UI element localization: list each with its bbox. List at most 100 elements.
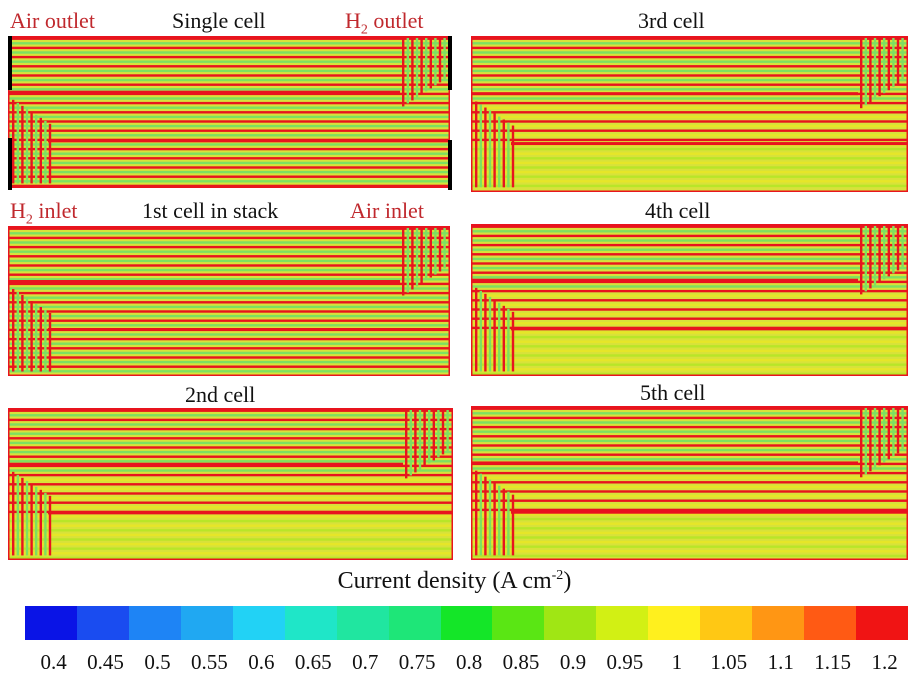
colorbar: [25, 606, 908, 640]
flow-channel: [8, 556, 453, 560]
flow-turn: [35, 304, 38, 372]
panel-title-cell2: 2nd cell: [185, 382, 256, 407]
flow-turn: [48, 495, 52, 556]
flow-channel: [471, 266, 908, 270]
flow-channel: [471, 276, 908, 279]
panel-title-cell3: 3rd cell: [638, 8, 705, 33]
flow-turn: [423, 410, 426, 467]
flow-channel: [8, 533, 453, 537]
flow-channel: [8, 333, 450, 336]
flow-turn: [44, 120, 47, 184]
flow-channel: [8, 296, 450, 299]
flow-channel: [8, 268, 450, 272]
flow-turn: [873, 226, 877, 286]
flow-turn: [479, 290, 482, 372]
flow-turn: [35, 486, 38, 556]
colorbar-tick-label: 1.15: [814, 650, 852, 674]
flow-turn: [860, 38, 863, 109]
flow-channel: [8, 157, 450, 160]
flow-channel: [8, 423, 453, 426]
flowfield-border: [471, 36, 908, 192]
flow-turn: [418, 410, 422, 470]
colorbar-tick-label: 0.65: [294, 650, 332, 674]
flow-turn: [488, 110, 492, 188]
flow-turn: [502, 305, 505, 372]
flow-turn: [434, 38, 437, 86]
flow-channel: [8, 524, 453, 527]
header-channel: [8, 462, 403, 466]
flow-channel: [8, 492, 453, 495]
flowfield-cell4: [471, 224, 908, 376]
flow-turn: [415, 38, 419, 98]
flow-channel: [471, 294, 908, 297]
flow-turn: [25, 480, 29, 556]
flow-channel: [8, 101, 450, 105]
flow-channel: [471, 60, 908, 63]
flow-channel: [8, 552, 453, 555]
flow-turn: [878, 226, 881, 283]
flow-channel: [471, 175, 908, 178]
flow-channel: [8, 282, 450, 286]
flowfield-border: [8, 408, 453, 560]
flow-channel: [8, 55, 450, 59]
flow-turn: [896, 408, 900, 454]
flow-turn: [493, 299, 496, 372]
colorbar-tick-label: 0.7: [352, 650, 379, 674]
flow-turn: [488, 479, 492, 556]
colorbar-tick-label: 1.1: [767, 650, 794, 674]
flow-turn: [475, 287, 478, 372]
flow-turn: [484, 476, 487, 556]
flow-channel: [471, 138, 908, 142]
flow-channel: [8, 97, 450, 100]
flow-turn: [21, 105, 24, 184]
flow-channel: [471, 335, 908, 339]
flow-channel: [8, 538, 453, 541]
flow-turn: [896, 38, 900, 85]
flowfield-border: [471, 406, 908, 560]
header-channel: [471, 461, 858, 465]
flow-channel: [471, 490, 908, 493]
flow-channel: [8, 473, 453, 477]
flow-channel: [471, 499, 908, 502]
flow-turn: [896, 226, 900, 271]
flow-turn: [892, 38, 895, 88]
flow-turn: [498, 485, 501, 556]
flow-channel: [471, 180, 908, 183]
flow-channel: [471, 476, 908, 479]
flow-channel: [471, 170, 908, 174]
flow-channel: [8, 83, 450, 86]
flow-turn: [405, 410, 408, 479]
flow-channel: [8, 143, 450, 146]
flow-channel: [8, 241, 450, 244]
flow-turn: [484, 293, 487, 372]
flow-channel: [8, 115, 450, 119]
h2-inlet-label: H2 inlet: [10, 198, 78, 228]
colorbar-tick-label: 0.85: [502, 650, 540, 674]
h2-outlet-label: H2 outlet: [345, 8, 424, 38]
flow-channel: [8, 347, 450, 350]
flow-channel: [471, 467, 908, 470]
flow-channel: [8, 74, 450, 77]
flow-channel: [471, 124, 908, 128]
flow-channel: [8, 92, 450, 96]
flow-channel: [8, 446, 453, 449]
flow-channel: [471, 508, 908, 512]
flow-channel: [471, 554, 908, 558]
flow-channel: [8, 69, 450, 73]
flow-channel: [8, 51, 450, 54]
flow-channel: [8, 365, 450, 368]
flowfield-cell3: [471, 36, 908, 192]
flow-turn: [425, 228, 428, 281]
flow-channel: [8, 418, 453, 422]
flowfield-cell2: [8, 408, 453, 560]
flow-channel: [8, 314, 450, 318]
flow-channel: [471, 234, 908, 238]
flowfield-single-cell: [8, 36, 450, 188]
flow-channel: [471, 425, 908, 429]
flowfield-cell1: [8, 226, 450, 376]
flow-turn: [406, 228, 409, 293]
flow-turn: [502, 119, 505, 188]
flow-turn: [507, 491, 510, 556]
flow-channel: [8, 134, 450, 137]
flow-turn: [873, 38, 877, 100]
